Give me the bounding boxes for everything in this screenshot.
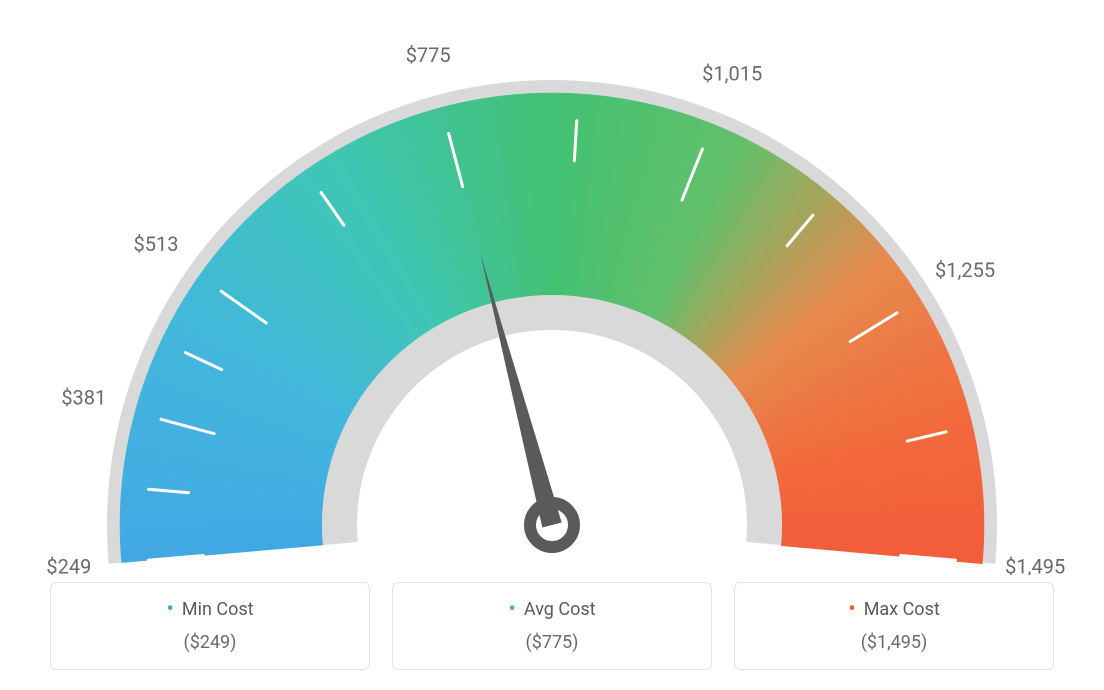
gauge-tick-label: $1,495 (1005, 554, 1065, 575)
gauge-tick-label: $1,255 (935, 258, 995, 282)
cost-gauge-wrapper: { "gauge": { "type": "gauge", "center_x"… (0, 0, 1104, 690)
legend-card-max: Max Cost ($1,495) (734, 582, 1054, 670)
gauge-area: $249 $381 $513 $775 $1,015 $1,255 $1,495 (0, 0, 1104, 575)
legend-card-min: Min Cost ($249) (50, 582, 370, 670)
legend-row: Min Cost ($249) Avg Cost ($775) Max Cost… (0, 582, 1104, 670)
legend-card-avg: Avg Cost ($775) (392, 582, 712, 670)
gauge-svg: $249 $381 $513 $775 $1,015 $1,255 $1,495 (0, 0, 1104, 575)
gauge-tick-label: $249 (46, 554, 91, 575)
legend-title-min: Min Cost (61, 597, 359, 622)
legend-value-avg: ($775) (403, 632, 701, 653)
gauge-tick-label: $1,015 (702, 62, 762, 86)
legend-value-max: ($1,495) (745, 632, 1043, 653)
gauge-tick-label: $775 (406, 43, 451, 67)
legend-title-avg: Avg Cost (403, 597, 701, 622)
legend-value-min: ($249) (61, 632, 359, 653)
legend-title-max: Max Cost (745, 597, 1043, 622)
gauge-tick-label: $513 (133, 232, 178, 256)
gauge-tick-label: $381 (61, 385, 106, 409)
